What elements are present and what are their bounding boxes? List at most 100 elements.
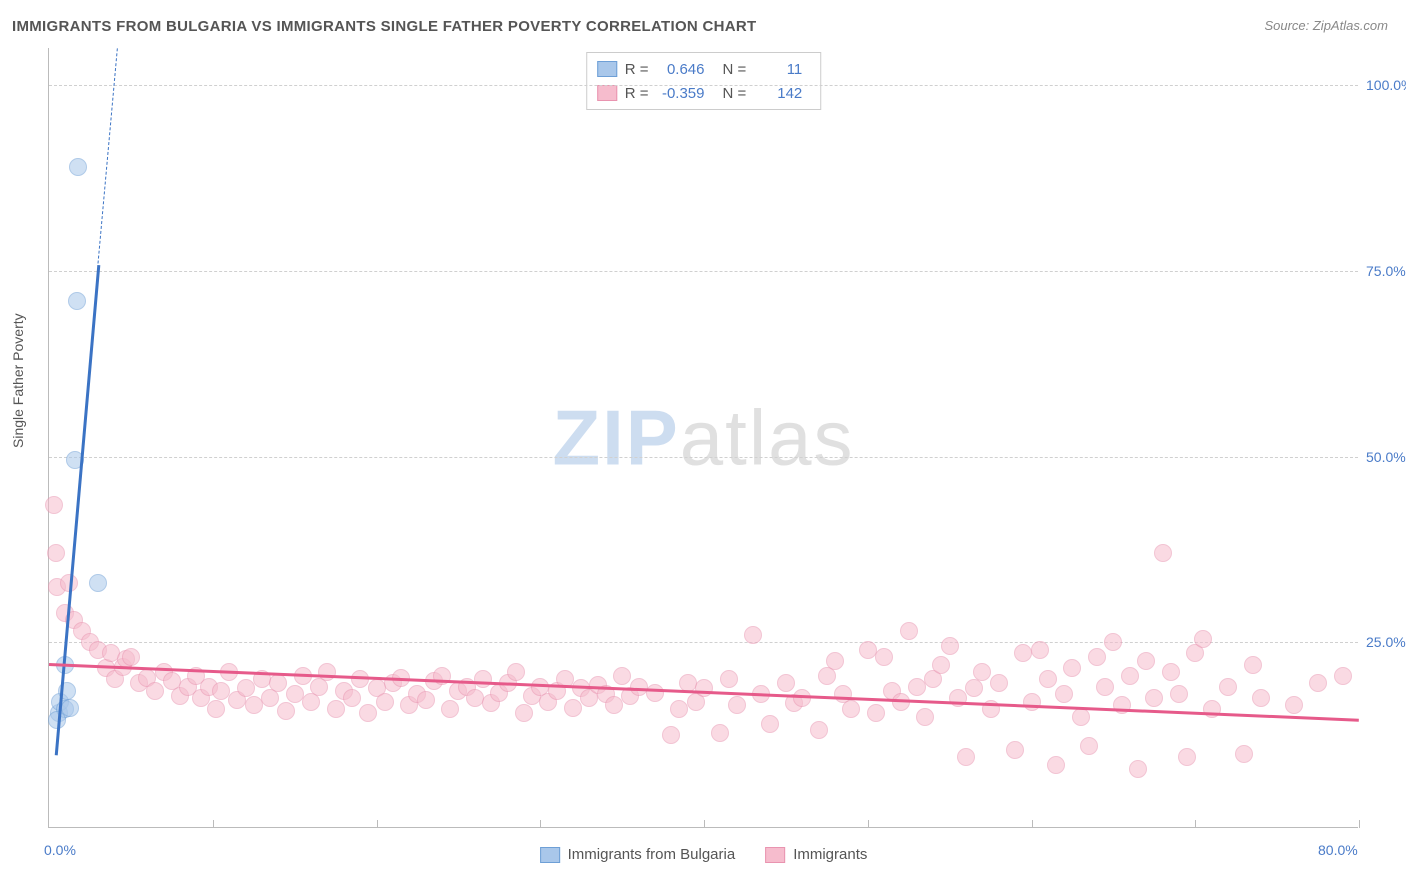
scatter-point [474, 670, 492, 688]
scatter-point [89, 574, 107, 592]
scatter-point [900, 622, 918, 640]
scatter-point [1145, 689, 1163, 707]
scatter-point [1031, 641, 1049, 659]
scatter-point [1285, 696, 1303, 714]
scatter-point [207, 700, 225, 718]
legend-r-value-0: 0.646 [657, 61, 705, 78]
scatter-point [318, 663, 336, 681]
scatter-point [826, 652, 844, 670]
scatter-point [1055, 685, 1073, 703]
x-tick-label: 0.0% [44, 842, 76, 858]
scatter-point [1170, 685, 1188, 703]
scatter-point [466, 689, 484, 707]
gridline-v [1359, 820, 1360, 828]
scatter-point [777, 674, 795, 692]
scatter-point [1194, 630, 1212, 648]
watermark: ZIPatlas [552, 392, 854, 483]
scatter-point [916, 708, 934, 726]
watermark-atlas: atlas [680, 393, 855, 481]
scatter-point [1047, 756, 1065, 774]
legend-row-0: R = 0.646 N = 11 [597, 57, 803, 81]
scatter-point [793, 689, 811, 707]
scatter-point [908, 678, 926, 696]
scatter-point [1088, 648, 1106, 666]
legend-n-label: N = [723, 85, 747, 102]
gridline-v [213, 820, 214, 828]
scatter-point [1309, 674, 1327, 692]
legend-r-label: R = [625, 85, 649, 102]
y-tick-label: 25.0% [1366, 634, 1406, 650]
scatter-point [1162, 663, 1180, 681]
scatter-point [711, 724, 729, 742]
series-label-1: Immigrants [793, 846, 867, 863]
scatter-point [1203, 700, 1221, 718]
scatter-point [810, 721, 828, 739]
legend-swatch-0 [597, 61, 617, 77]
source-prefix: Source: [1264, 18, 1312, 33]
scatter-point [720, 670, 738, 688]
scatter-point [1219, 678, 1237, 696]
scatter-point [957, 748, 975, 766]
scatter-point [1023, 693, 1041, 711]
gridline-v [1032, 820, 1033, 828]
scatter-point [867, 704, 885, 722]
legend-n-value-0: 11 [754, 61, 802, 78]
scatter-point [1252, 689, 1270, 707]
series-legend-item-0: Immigrants from Bulgaria [540, 846, 736, 863]
scatter-point [605, 696, 623, 714]
gridline-v [540, 820, 541, 828]
chart-title: IMMIGRANTS FROM BULGARIA VS IMMIGRANTS S… [12, 18, 757, 35]
scatter-point [515, 704, 533, 722]
scatter-point [376, 693, 394, 711]
y-tick-label: 50.0% [1366, 449, 1406, 465]
legend-r-label: R = [625, 61, 649, 78]
scatter-point [441, 700, 459, 718]
watermark-zip: ZIP [552, 393, 679, 481]
gridline-v [377, 820, 378, 828]
legend-n-label: N = [723, 61, 747, 78]
series-swatch-0 [540, 847, 560, 863]
scatter-point [69, 158, 87, 176]
scatter-point [1154, 544, 1172, 562]
series-legend-item-1: Immigrants [765, 846, 867, 863]
scatter-point [662, 726, 680, 744]
source-attribution: Source: ZipAtlas.com [1264, 18, 1388, 33]
scatter-point [965, 679, 983, 697]
scatter-point [875, 648, 893, 666]
scatter-point [212, 682, 230, 700]
scatter-point [277, 702, 295, 720]
scatter-point [1072, 708, 1090, 726]
scatter-point [1080, 737, 1098, 755]
gridline-h [49, 642, 1358, 643]
scatter-point [351, 670, 369, 688]
legend-swatch-1 [597, 85, 617, 101]
scatter-point [1014, 644, 1032, 662]
scatter-point [695, 679, 713, 697]
scatter-point [1178, 748, 1196, 766]
scatter-point [359, 704, 377, 722]
series-swatch-1 [765, 847, 785, 863]
scatter-point [1129, 760, 1147, 778]
scatter-point [417, 691, 435, 709]
scatter-point [932, 656, 950, 674]
scatter-point [728, 696, 746, 714]
scatter-point [842, 700, 860, 718]
gridline-v [704, 820, 705, 828]
gridline-v [868, 820, 869, 828]
y-tick-label: 100.0% [1366, 77, 1406, 93]
series-label-0: Immigrants from Bulgaria [568, 846, 736, 863]
scatter-point [761, 715, 779, 733]
scatter-point [45, 496, 63, 514]
scatter-point [245, 696, 263, 714]
x-tick-label: 80.0% [1318, 842, 1358, 858]
scatter-point [1006, 741, 1024, 759]
scatter-point [990, 674, 1008, 692]
scatter-point [744, 626, 762, 644]
scatter-point [1039, 670, 1057, 688]
gridline-v [1195, 820, 1196, 828]
gridline-h [49, 457, 1358, 458]
source-name: ZipAtlas.com [1313, 18, 1388, 33]
y-tick-label: 75.0% [1366, 263, 1406, 279]
scatter-point [269, 674, 287, 692]
scatter-point [1121, 667, 1139, 685]
